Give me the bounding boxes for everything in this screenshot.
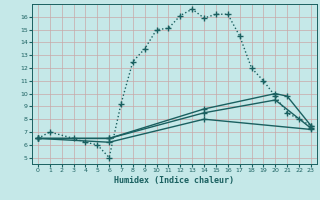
X-axis label: Humidex (Indice chaleur): Humidex (Indice chaleur) xyxy=(115,176,234,185)
